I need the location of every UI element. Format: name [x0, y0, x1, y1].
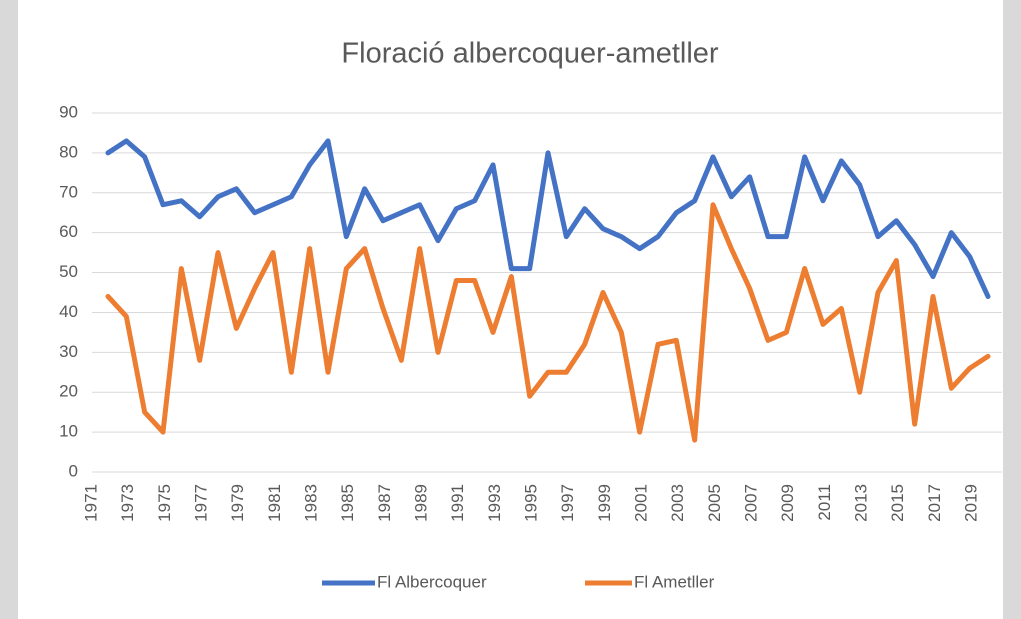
x-tick-label: 1997: [558, 484, 577, 522]
x-tick-label: 1993: [485, 484, 504, 522]
x-tick-label: 2007: [741, 484, 760, 522]
x-tick-label: 1977: [191, 484, 210, 522]
x-tick-label: 1985: [338, 484, 357, 522]
series-line: [105, 138, 991, 299]
x-tick-label: 2019: [961, 484, 980, 522]
legend-label: Fl Albercoquer: [377, 572, 487, 591]
legend-label: Fl Ametller: [634, 572, 715, 591]
y-tick-label: 90: [59, 102, 78, 121]
y-tick-label: 40: [59, 302, 78, 321]
chart-panel: [18, 0, 1003, 619]
y-tick-label: 30: [59, 342, 78, 361]
x-tick-label: 1991: [448, 484, 467, 522]
x-tick-label: 2013: [851, 484, 870, 522]
x-tick-label: 1999: [595, 484, 614, 522]
chart-title: Floració albercoquer-ametller: [341, 38, 718, 70]
series-line: [105, 202, 991, 443]
x-tick-label: 1995: [521, 484, 540, 522]
x-tick-label: 2001: [631, 484, 650, 522]
x-tick-label: 2003: [668, 484, 687, 522]
x-tick-label: 2015: [888, 484, 907, 522]
y-tick-label: 60: [59, 222, 78, 241]
x-tick-label: 2017: [925, 484, 944, 522]
y-tick-label: 20: [59, 382, 78, 401]
x-tick-label: 1971: [81, 484, 100, 522]
y-tick-label: 0: [69, 461, 78, 480]
x-tick-label: 1973: [118, 484, 137, 522]
x-tick-label: 1981: [265, 484, 284, 522]
x-tick-label: 1975: [155, 484, 174, 522]
x-tick-label: 1979: [228, 484, 247, 522]
x-tick-label: 1987: [375, 484, 394, 522]
x-tick-label: 2009: [778, 484, 797, 522]
x-tick-label: 1983: [301, 484, 320, 522]
y-tick-label: 80: [59, 142, 78, 161]
y-tick-label: 10: [59, 422, 78, 441]
legend: Fl Albercoquer Fl Ametller: [322, 572, 715, 591]
y-tick-label: 50: [59, 262, 78, 281]
x-tick-label: 1989: [411, 484, 430, 522]
y-tick-label: 70: [59, 182, 78, 201]
x-tick-label: 2005: [705, 484, 724, 522]
x-tick-label: 2011: [815, 484, 834, 521]
